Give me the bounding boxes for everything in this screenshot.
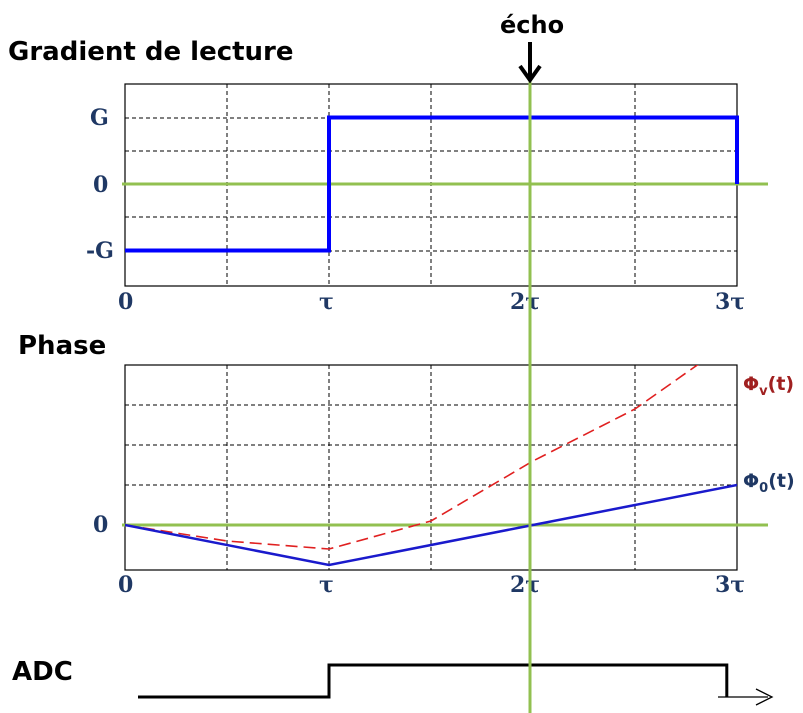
gradient-series-line bbox=[125, 115, 739, 253]
gradient-plot: G 0 -G 0 τ 2τ 3τ bbox=[86, 83, 768, 315]
gradient-ytick-0: 0 bbox=[93, 172, 108, 198]
phase-xtick-0: 0 bbox=[118, 572, 133, 598]
phase-ytick-0: 0 bbox=[93, 512, 108, 538]
adc-time-arrow bbox=[718, 688, 774, 706]
phase-plot: 0 0 τ 2τ 3τ Φv(t) Φ0(t) bbox=[93, 364, 795, 598]
phi-0-series-line bbox=[125, 483, 737, 567]
gradient-title: Gradient de lecture bbox=[8, 37, 294, 67]
legend-phi-0: Φ0(t) bbox=[743, 470, 795, 496]
adc-series-line bbox=[138, 663, 729, 699]
gradient-xtick-tau: τ bbox=[319, 289, 334, 315]
phase-grid bbox=[125, 365, 737, 570]
echo-label: écho bbox=[500, 11, 564, 39]
gradient-xtick-3tau: 3τ bbox=[715, 289, 745, 315]
legend-phi-v: Φv(t) bbox=[743, 373, 794, 399]
gradient-xtick-2tau: 2τ bbox=[510, 289, 540, 315]
adc-signal bbox=[138, 663, 774, 706]
down-arrow-icon bbox=[518, 42, 542, 84]
phase-xtick-tau: τ bbox=[319, 572, 334, 598]
gradient-ytick-neg-g: -G bbox=[86, 238, 114, 264]
phase-xtick-2tau: 2τ bbox=[510, 572, 540, 598]
gradient-xtick-0: 0 bbox=[118, 289, 133, 315]
phi-v-series-line bbox=[125, 365, 699, 550]
gradient-ytick-g: G bbox=[90, 105, 109, 131]
phase-title: Phase bbox=[18, 331, 106, 361]
adc-title: ADC bbox=[12, 657, 73, 687]
phase-xtick-3tau: 3τ bbox=[715, 572, 745, 598]
